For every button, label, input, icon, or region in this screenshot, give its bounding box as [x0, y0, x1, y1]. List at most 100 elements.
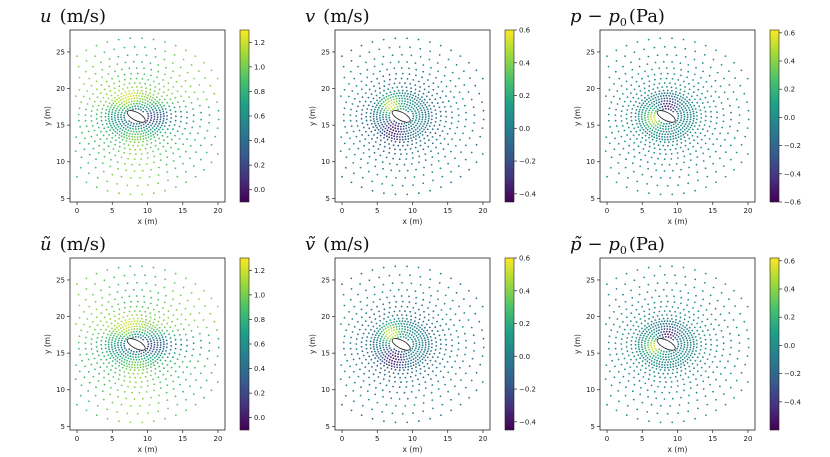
scatter-point [625, 158, 627, 161]
scatter-point [620, 110, 623, 112]
scatter-point [349, 119, 352, 122]
scatter-point [418, 383, 421, 386]
scatter-point [392, 324, 394, 326]
scatter-point [702, 388, 705, 390]
scatter-point [625, 272, 628, 275]
scatter-point [679, 84, 682, 86]
scatter-point [75, 136, 78, 139]
scatter-point [96, 324, 99, 327]
scatter-point [746, 329, 748, 331]
scatter-point [390, 93, 393, 96]
scatter-point [671, 95, 673, 98]
colorbar-tick-label: −0.2 [519, 158, 536, 166]
scatter-point [640, 352, 642, 355]
scatter-point [450, 409, 452, 412]
scatter-point [419, 102, 422, 105]
scatter-point [141, 98, 144, 101]
scatter-point [639, 141, 642, 143]
scatter-point [683, 101, 685, 103]
scatter-point [113, 125, 116, 127]
scatter-point [691, 350, 694, 353]
colorbar-tick-label: −0.4 [784, 170, 802, 178]
scatter-point [76, 175, 78, 178]
scatter-point [457, 342, 460, 345]
scatter-point [396, 105, 399, 108]
scatter-point [413, 126, 416, 129]
scatter-point [662, 372, 665, 375]
scatter-point [412, 345, 414, 348]
scatter-point [166, 370, 169, 373]
scatter-point [423, 394, 425, 397]
scatter-point [624, 140, 626, 143]
scatter-point [128, 310, 131, 313]
scatter-point [411, 103, 414, 106]
scatter-point [348, 83, 350, 85]
scatter-point [161, 134, 164, 137]
scatter-point [159, 341, 162, 344]
scatter-point [422, 182, 425, 185]
scatter-point [653, 371, 655, 373]
scatter-point [689, 116, 692, 118]
scatter-point [117, 339, 120, 342]
scatter-point [695, 391, 698, 394]
scatter-point [670, 381, 673, 383]
scatter-point [131, 133, 134, 136]
scatter-point [378, 342, 381, 345]
scatter-point [150, 168, 152, 171]
scatter-point [423, 351, 425, 353]
scatter-point [366, 108, 369, 110]
scatter-point [136, 92, 139, 94]
scatter-point [410, 131, 412, 134]
scatter-point [392, 385, 394, 388]
scatter-point [152, 192, 155, 195]
scatter-point [651, 109, 654, 112]
scatter-point [432, 310, 435, 313]
scatter-point [385, 363, 388, 366]
scatter-point [355, 115, 358, 117]
scatter-point [648, 364, 650, 367]
scatter-point [162, 345, 165, 348]
scatter-point [395, 92, 398, 95]
scatter-point [708, 138, 711, 140]
scatter-point [625, 117, 628, 120]
scatter-point [345, 329, 348, 332]
scatter-point [678, 126, 681, 129]
scatter-point [379, 382, 382, 385]
scatter-point [365, 358, 367, 361]
scatter-point [179, 383, 182, 386]
scatter-point [676, 355, 678, 358]
scatter-point [369, 115, 372, 118]
scatter-point [140, 381, 143, 383]
scatter-point [157, 402, 160, 404]
scatter-point [376, 364, 379, 367]
scatter-point [644, 328, 646, 331]
scatter-point [370, 130, 373, 133]
y-tick-label: 15 [321, 350, 330, 358]
scatter-point [625, 414, 628, 417]
scatter-point [457, 165, 460, 168]
scatter-point [654, 124, 657, 127]
scatter-point [688, 351, 690, 353]
scatter-point [135, 305, 138, 308]
x-axis-label: x (m) [138, 217, 158, 226]
scatter-point [715, 398, 717, 401]
scatter-point [141, 61, 144, 63]
scatter-point [632, 398, 635, 401]
scatter-point [683, 115, 686, 118]
scatter-point [419, 86, 421, 88]
scatter-point [406, 306, 409, 308]
scatter-point [88, 305, 91, 308]
scatter-point [124, 319, 127, 321]
scatter-point [676, 331, 679, 334]
scatter-point [87, 162, 90, 164]
scatter-point [434, 120, 437, 123]
scatter-point [199, 158, 202, 161]
scatter-point [169, 337, 172, 339]
scatter-point [726, 326, 729, 328]
scatter-point [399, 366, 401, 369]
scatter-point [396, 163, 398, 166]
scatter-point [100, 358, 102, 361]
scatter-point [631, 162, 634, 165]
scatter-point [382, 322, 384, 325]
